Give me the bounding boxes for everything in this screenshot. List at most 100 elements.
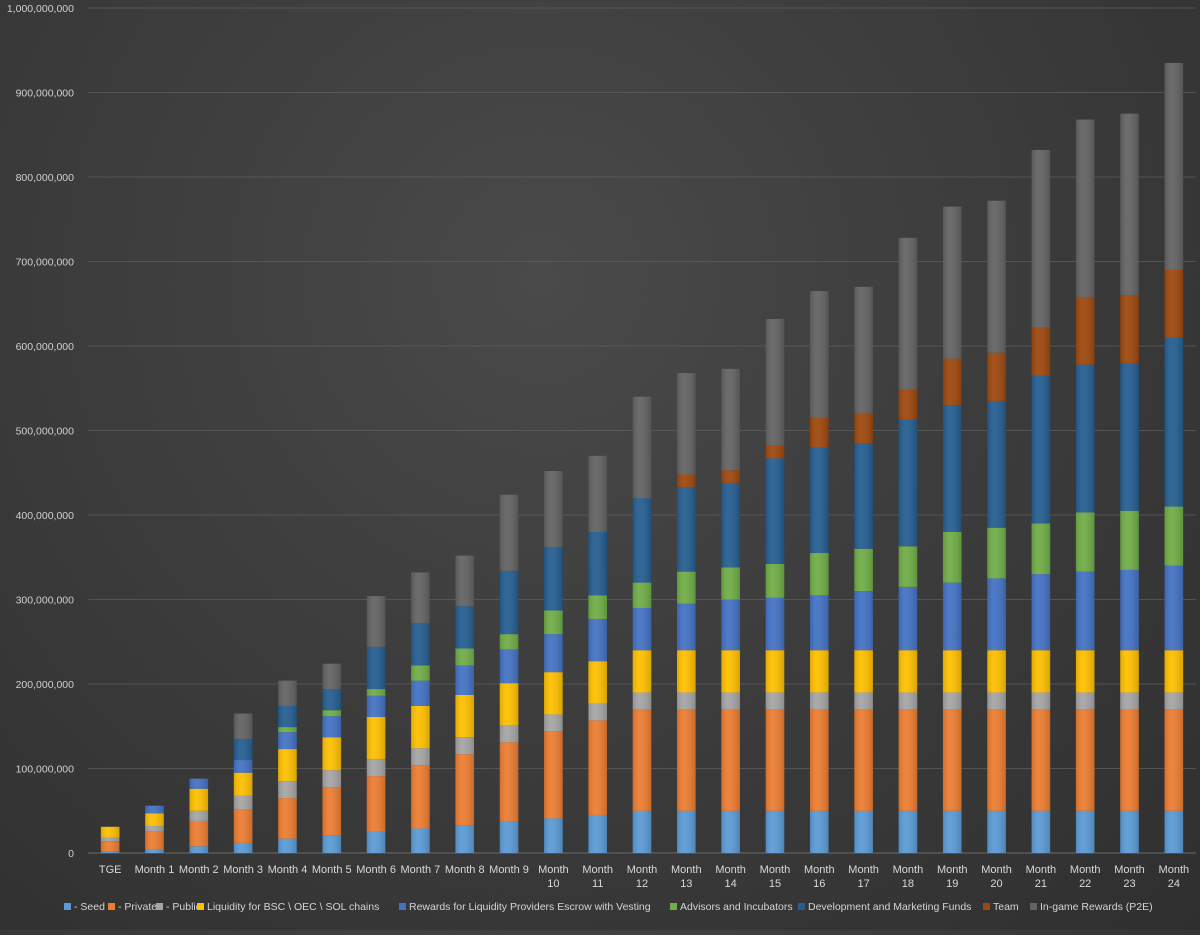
bar-segment-shade <box>1075 512 1095 572</box>
legend-swatch <box>197 903 204 910</box>
bar-segment-shade <box>677 692 696 710</box>
legend-item: - Private <box>108 901 157 913</box>
bar-segment-shade <box>233 842 253 853</box>
bar-segment-shade <box>765 445 785 459</box>
bar-segment-shade <box>1031 810 1051 853</box>
bar-segment-shade <box>1075 364 1095 513</box>
bar-segment-shade <box>721 810 740 853</box>
bar-stack-9 <box>455 555 475 853</box>
bar-segment-shade <box>987 692 1006 710</box>
bar-segment-shade <box>1031 149 1051 328</box>
bar-segment-shade <box>809 417 829 448</box>
bar-segment-shade <box>411 705 430 749</box>
y-tick-label: 400,000,000 <box>16 510 75 522</box>
bar-segment-shade <box>455 737 475 755</box>
bar-segment-shade <box>632 582 652 608</box>
x-tick-label-line: Month <box>760 864 791 876</box>
legend-item: Liquidity for BSC \ OEC \ SOL chains <box>197 901 379 913</box>
bar-segment-shade <box>632 650 652 693</box>
bar-segment-shade <box>898 546 918 587</box>
bar-segment-shade <box>854 650 873 693</box>
bar-segment-shade <box>1075 119 1095 297</box>
bar-segment-shade <box>942 709 962 811</box>
legend-item: Advisors and Incubators <box>670 901 793 913</box>
legend-label: Liquidity for BSC \ OEC \ SOL chains <box>207 901 379 913</box>
bar-segment-shade <box>898 389 918 420</box>
x-tick-label: Month 4 <box>268 864 308 876</box>
x-tick-label: Month 12 <box>627 864 658 890</box>
bar-segment-shade <box>499 494 519 571</box>
bar-segment-shade <box>677 474 696 488</box>
bar-segment-shade <box>898 237 918 390</box>
x-tick-label: Month 5 <box>312 864 352 876</box>
bar-segment-shade <box>987 709 1006 811</box>
bar-segment-shade <box>322 710 342 717</box>
legend-item: - Public <box>156 901 201 913</box>
legend-label: - Public <box>166 901 201 913</box>
x-tick-label-line: Month <box>893 864 924 876</box>
x-tick-label-line: 13 <box>680 878 692 890</box>
legend-swatch <box>670 903 677 910</box>
bar-segment-shade <box>987 810 1006 853</box>
x-tick-label-line: 14 <box>725 878 737 890</box>
bar-segment-shade <box>942 650 962 693</box>
bar-segment-shade <box>809 553 829 596</box>
legend-item: Team <box>983 901 1019 913</box>
y-tick-label: 200,000,000 <box>16 679 75 691</box>
bar-segment-shade <box>588 455 607 532</box>
bar-segment-shade <box>677 571 696 604</box>
bar-segment-shade <box>721 470 740 483</box>
bar-segment-shade <box>1164 810 1184 853</box>
bar-segment-shade <box>455 606 475 649</box>
x-tick-label: TGE <box>99 864 122 876</box>
bar-segment-shade <box>1031 574 1051 651</box>
bar-segment-shade <box>677 810 696 853</box>
x-tick-label-line: 15 <box>769 878 781 890</box>
bar-segment-shade <box>322 787 342 836</box>
bar-segment-shade <box>809 291 829 418</box>
x-tick-label-line: Month <box>1070 864 1101 876</box>
bar-segment-shade <box>145 805 164 814</box>
y-tick-label: 700,000,000 <box>16 257 75 269</box>
bar-segment-shade <box>544 634 563 673</box>
x-tick-label: Month 7 <box>401 864 441 876</box>
bar-stack-23 <box>1075 119 1095 853</box>
bar-segment-shade <box>499 570 519 635</box>
x-tick-label: Month 20 <box>981 864 1012 890</box>
bar-segment-shade <box>632 498 652 583</box>
x-tick-label: Month 6 <box>356 864 396 876</box>
bar-segment-shade <box>987 578 1006 651</box>
x-tick-label-line: Month <box>627 864 658 876</box>
bar-segment-shade <box>854 810 873 853</box>
x-tick-label: Month 2 <box>179 864 219 876</box>
bar-segment-shade <box>322 663 342 690</box>
x-tick-label: Month 13 <box>671 864 702 890</box>
bar-segment-shade <box>411 665 430 681</box>
y-tick-label: 900,000,000 <box>16 88 75 100</box>
bar-segment-shade <box>721 482 740 568</box>
bar-segment-shade <box>809 447 829 554</box>
bar-segment-shade <box>544 610 563 635</box>
x-tick-label-line: Month 7 <box>401 864 441 876</box>
x-tick-label: Month 15 <box>760 864 791 890</box>
bar-stack-14 <box>677 373 696 853</box>
bar-segment-shade <box>677 603 696 651</box>
bar-segment-shade <box>1164 565 1184 651</box>
bar-segment-shade <box>499 821 519 853</box>
bar-segment-shade <box>765 564 785 598</box>
bar-segment-shade <box>455 754 475 826</box>
x-tick-label: Month 9 <box>489 864 529 876</box>
bar-segment-shade <box>765 692 785 710</box>
x-tick-label-line: 16 <box>813 878 825 890</box>
bar-segment-shade <box>765 650 785 693</box>
bar-segment-shade <box>189 788 209 811</box>
bar-stack-25 <box>1164 62 1184 853</box>
bar-segment-shade <box>677 373 696 475</box>
bar-segment-shade <box>898 650 918 693</box>
y-axis-tick-labels: 0 100,000,000 200,000,000 300,000,000 400,00… <box>7 3 74 860</box>
bar-segment-shade <box>278 798 297 839</box>
bar-segment-shade <box>499 649 519 684</box>
bar-segment-shade <box>366 831 386 853</box>
legend-item: In-game Rewards (P2E) <box>1030 901 1153 913</box>
bar-segment-shade <box>1120 810 1139 853</box>
